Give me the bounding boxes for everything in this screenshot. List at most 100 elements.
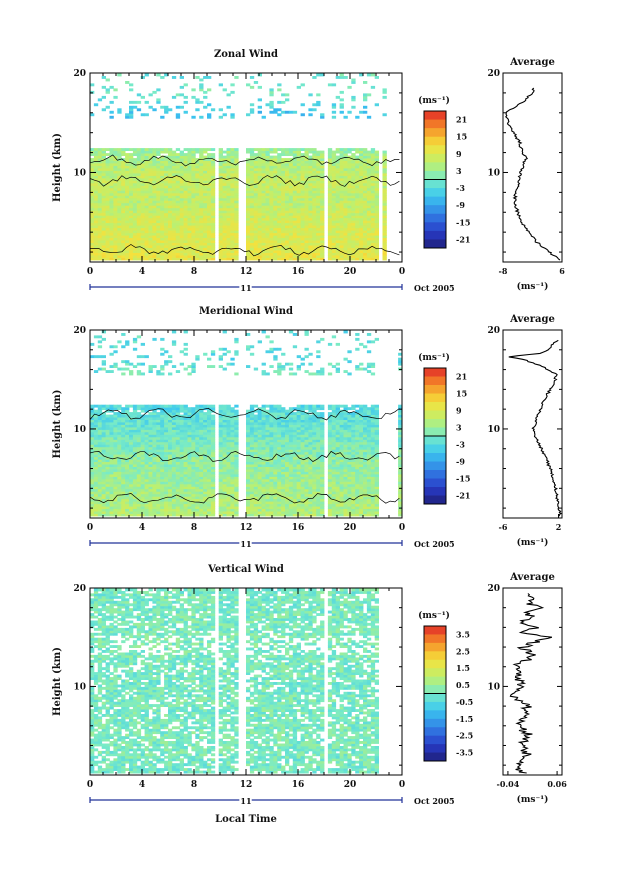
heatmap-cell — [199, 225, 204, 229]
heatmap-cell — [210, 217, 216, 221]
heatmap-cell — [207, 190, 212, 194]
heatmap-cell — [210, 245, 216, 248]
heatmap-cell — [246, 200, 251, 204]
heatmap-cell — [218, 158, 223, 161]
heatmap-cell — [93, 245, 99, 248]
heatmap-cell — [187, 449, 192, 453]
heatmap-cell — [366, 153, 372, 156]
heatmap-cell — [347, 182, 352, 186]
heatmap-cell — [203, 431, 208, 435]
heatmap-cell — [90, 175, 95, 179]
heatmap-cell — [187, 247, 192, 251]
heatmap-cell — [97, 200, 103, 204]
heatmap-cell — [179, 202, 184, 206]
heatmap-cell — [132, 230, 138, 234]
heatmap-cell — [327, 215, 333, 219]
heatmap-cell — [261, 190, 266, 194]
heatmap-cell — [152, 168, 157, 171]
heatmap-cell — [132, 255, 138, 258]
heatmap-cell — [277, 232, 282, 236]
heatmap-cell — [195, 483, 200, 487]
heatmap-cell — [253, 155, 259, 159]
heatmap-cell — [121, 451, 126, 455]
heatmap-cell — [101, 419, 106, 423]
heatmap-cell — [187, 160, 192, 164]
heatmap-cell — [257, 163, 262, 166]
heatmap-cell — [199, 486, 204, 490]
heatmap-cell — [343, 227, 348, 231]
heatmap-cell — [308, 163, 313, 166]
heatmap-cell — [183, 486, 188, 490]
heatmap-cell — [273, 192, 278, 196]
heatmap-cell — [374, 237, 379, 241]
heatmap-cell — [90, 506, 95, 509]
heatmap-cell — [234, 207, 239, 211]
heatmap-cell — [121, 427, 126, 430]
heatmap-cell — [191, 210, 196, 214]
heatmap-cell — [148, 160, 153, 164]
heatmap-cell — [175, 230, 181, 234]
heatmap-cell — [152, 240, 157, 243]
heatmap-cell — [366, 235, 372, 238]
heatmap-cell — [132, 459, 138, 462]
heatmap-cell — [168, 503, 173, 507]
heatmap-cell — [140, 496, 145, 500]
heatmap-cell — [140, 187, 145, 191]
heatmap-cell — [191, 150, 196, 154]
heatmap-cell — [113, 451, 118, 455]
heatmap-cell — [113, 240, 118, 243]
heatmap-cell — [203, 240, 208, 243]
heatmap-cell — [300, 173, 305, 176]
heatmap-cell — [370, 225, 376, 229]
heatmap-cell — [249, 150, 255, 154]
heatmap-cell — [140, 200, 145, 204]
heatmap-cell — [113, 469, 118, 472]
heatmap-cell — [160, 446, 165, 450]
heatmap-cell — [370, 205, 376, 209]
heatmap-cell — [175, 481, 181, 485]
heatmap-cell — [195, 431, 200, 435]
heatmap-cell — [164, 255, 169, 258]
colorbar-tick-label: 3 — [456, 166, 462, 176]
heatmap-cell — [129, 177, 134, 181]
heatmap-cell — [234, 230, 239, 234]
heatmap-cell — [320, 222, 325, 226]
heatmap-cell — [156, 427, 161, 430]
heatmap-cell — [136, 370, 142, 373]
heatmap-cell — [105, 88, 110, 92]
heatmap-cell — [222, 230, 227, 234]
heatmap-cell — [226, 247, 231, 251]
heatmap-cell — [335, 217, 340, 221]
heatmap-cell — [144, 215, 149, 219]
heatmap-cell — [93, 192, 99, 196]
heatmap-cell — [335, 210, 340, 214]
heatmap-cell — [93, 478, 99, 482]
heatmap-cell — [136, 488, 142, 492]
heatmap-cell — [136, 210, 142, 214]
heatmap-cell — [320, 250, 325, 253]
heatmap-cell — [288, 165, 294, 169]
heatmap-cell — [113, 476, 118, 480]
heatmap-cell — [261, 182, 266, 186]
heatmap-cell — [113, 431, 118, 435]
heatmap-cell — [179, 220, 184, 224]
heatmap-cell — [109, 345, 114, 349]
heatmap-cell — [90, 187, 95, 191]
heatmap-cell — [316, 163, 321, 166]
heatmap-cell — [156, 419, 161, 423]
heatmap-cell — [129, 212, 134, 216]
heatmap-cell — [218, 155, 223, 159]
heatmap-cell — [222, 257, 227, 261]
heatmap-cell — [234, 250, 239, 253]
heatmap-cell — [273, 247, 278, 251]
heatmap-cell — [265, 235, 270, 238]
heatmap-cell — [343, 205, 348, 209]
heatmap-cell — [366, 252, 372, 256]
heatmap-cell — [183, 498, 188, 502]
heatmap-cell — [121, 173, 126, 176]
heatmap-cell — [183, 456, 188, 460]
heatmap-cell — [164, 441, 169, 445]
heatmap-cell — [218, 230, 223, 234]
heatmap-cell — [144, 481, 149, 485]
